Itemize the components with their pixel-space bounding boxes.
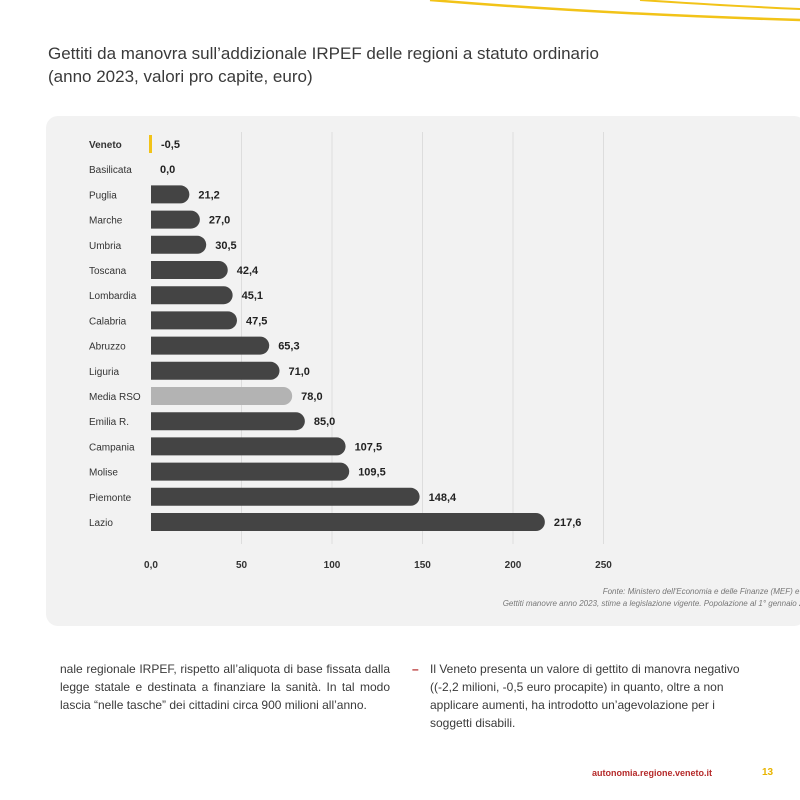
- category-label-lazio: Lazio: [89, 518, 113, 529]
- bullet-dash: –: [412, 662, 419, 676]
- footer-url-link[interactable]: autonomia.regione.veneto.it: [592, 768, 713, 778]
- bar-emilia-r: [151, 412, 305, 431]
- category-label-marche: Marche: [89, 216, 123, 227]
- category-label-liguria: Liguria: [89, 367, 119, 378]
- body-text-right: – Il Veneto presenta un valore di gettit…: [412, 660, 760, 732]
- bar-media-rso: [151, 387, 293, 405]
- bar-lombardia: [151, 286, 233, 305]
- x-tick-label-100: 100: [324, 560, 341, 571]
- value-label-puglia: 21,2: [198, 189, 219, 201]
- x-tick-label-200: 200: [505, 560, 522, 571]
- bar-toscana: [151, 261, 228, 279]
- bar-abruzzo: [151, 336, 270, 355]
- x-tick-label-250: 250: [595, 560, 612, 571]
- bar-lazio: [151, 513, 545, 531]
- category-label-abruzzo: Abruzzo: [89, 342, 126, 353]
- category-label-puglia: Puglia: [89, 190, 117, 201]
- chart-panel: Veneto -0,5 Basilicata 0,0 Puglia 21,2 Marche 2…: [46, 116, 800, 626]
- bar-campania: [151, 437, 346, 456]
- category-label-basilicata: Basilicata: [89, 165, 132, 176]
- value-label-campania: 107,5: [355, 441, 383, 453]
- value-label-umbria: 30,5: [215, 240, 236, 252]
- source-note-line-1: Fonte: Ministero dell'Economia e delle F…: [602, 587, 800, 596]
- value-label-lazio: 217,6: [554, 517, 582, 529]
- body-text-right-content: Il Veneto presenta un valore di gettito …: [430, 662, 740, 730]
- chart-title-line-1: Gettiti da manovra sull’addizionale IRPE…: [48, 44, 599, 63]
- page-number: 13: [762, 767, 774, 778]
- value-label-piemonte: 148,4: [429, 492, 457, 504]
- bar-molise: [151, 462, 350, 481]
- value-label-media-rso: 78,0: [301, 391, 322, 403]
- value-label-emilia-r: 85,0: [314, 416, 335, 428]
- source-note-line-2: Gettiti manovre anno 2023, stime a legis…: [502, 599, 800, 608]
- bar-veneto: [149, 135, 152, 153]
- bar-piemonte: [151, 487, 420, 506]
- chart-title-line-2: (anno 2023, valori pro capite, euro): [48, 67, 313, 86]
- bar-chart: Veneto -0,5 Basilicata 0,0 Puglia 21,2 Marche 2…: [89, 132, 612, 571]
- x-tick-label-50: 50: [236, 560, 248, 571]
- x-tick-label-0: 0,0: [144, 560, 158, 571]
- bar-puglia: [151, 185, 190, 204]
- body-text-left: nale regionale IRPEF, rispetto all’aliqu…: [60, 662, 390, 712]
- category-label-campania: Campania: [89, 442, 135, 453]
- value-label-marche: 27,0: [209, 215, 230, 227]
- value-label-veneto: -0,5: [161, 139, 180, 151]
- category-label-media-rso: Media RSO: [89, 392, 141, 403]
- decorative-curves: [429, 0, 800, 22]
- bar-calabria: [151, 311, 237, 330]
- category-label-emilia-r: Emilia R.: [89, 417, 129, 428]
- value-label-liguria: 71,0: [289, 366, 310, 378]
- value-label-basilicata: 0,0: [160, 164, 175, 176]
- value-label-calabria: 47,5: [246, 315, 267, 327]
- x-tick-label-150: 150: [414, 560, 431, 571]
- value-label-lombardia: 45,1: [242, 290, 263, 302]
- category-label-lombardia: Lombardia: [89, 291, 137, 302]
- bar-umbria: [151, 235, 207, 254]
- bar-marche: [151, 210, 200, 229]
- bar-liguria: [151, 361, 280, 380]
- chart-title: Gettiti da manovra sull’addizionale IRPE…: [48, 42, 748, 88]
- value-label-toscana: 42,4: [237, 265, 259, 277]
- category-label-toscana: Toscana: [89, 266, 127, 277]
- category-label-calabria: Calabria: [89, 316, 127, 327]
- category-label-molise: Molise: [89, 468, 118, 479]
- category-label-piemonte: Piemonte: [89, 493, 132, 504]
- category-label-umbria: Umbria: [89, 241, 122, 252]
- value-label-molise: 109,5: [358, 467, 386, 479]
- value-label-abruzzo: 65,3: [278, 341, 299, 353]
- category-label-veneto: Veneto: [89, 140, 122, 151]
